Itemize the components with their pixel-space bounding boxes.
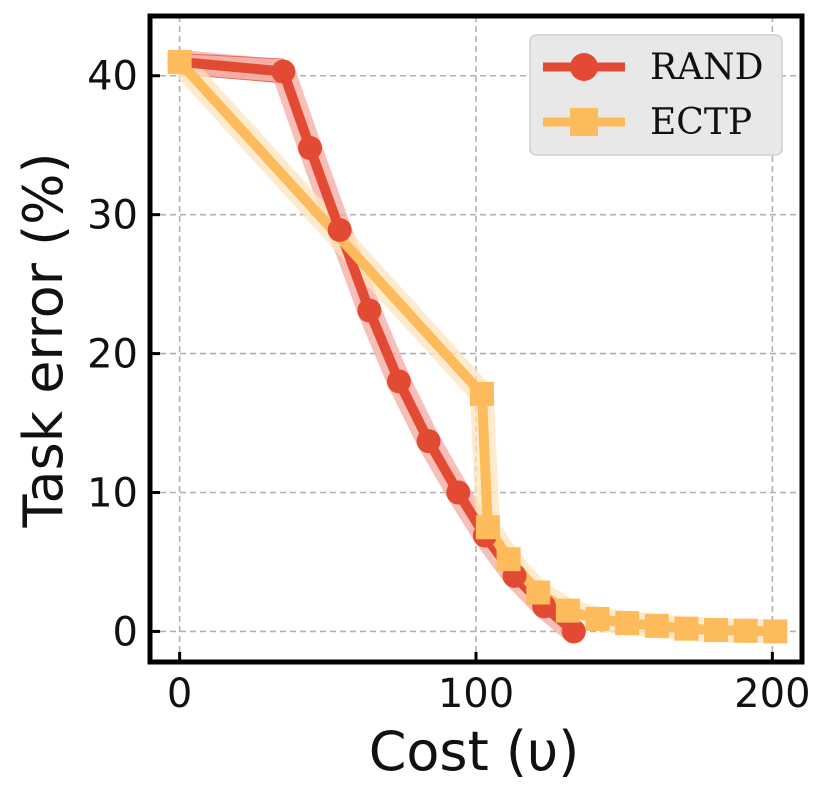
- y-tick-label: 20: [87, 332, 138, 378]
- x-tick-label: 100: [438, 671, 514, 717]
- rand-band: [167, 49, 586, 644]
- y-tick-label: 40: [87, 54, 138, 100]
- ectp-point: [555, 598, 580, 623]
- rand-point: [298, 135, 323, 160]
- rand-point: [561, 619, 586, 644]
- ectp-point: [475, 515, 500, 540]
- series-markers: [167, 49, 788, 644]
- y-axis-label: Task error (%): [12, 152, 75, 528]
- x-axis-label: Cost (υ): [369, 720, 580, 783]
- rand-point: [386, 369, 411, 394]
- legend-marker-ectp: [570, 108, 598, 136]
- axis-ticks: 0 100 200 0 10 20 30 40: [87, 54, 810, 717]
- rand-point: [271, 59, 296, 84]
- ectp-point: [526, 580, 551, 605]
- ectp-point: [496, 547, 521, 572]
- ectp-point: [585, 606, 610, 631]
- y-tick-label: 0: [113, 609, 138, 655]
- legend-label-rand: RAND: [650, 47, 763, 88]
- rand-point: [357, 298, 382, 323]
- rand-point: [446, 480, 471, 505]
- ectp-point: [704, 618, 729, 643]
- legend: RAND ECTP: [529, 34, 783, 156]
- rand-point: [416, 429, 441, 454]
- legend-label-ectp: ECTP: [650, 102, 752, 143]
- ectp-point: [469, 381, 494, 406]
- ectp-point: [167, 49, 192, 74]
- ectp-point: [674, 616, 699, 641]
- rand-point: [327, 217, 352, 242]
- ectp-point: [763, 619, 788, 644]
- legend-marker-rand: [570, 53, 598, 81]
- x-tick-label: 0: [167, 671, 192, 717]
- x-tick-label: 200: [734, 671, 810, 717]
- y-tick-label: 30: [87, 193, 138, 239]
- ectp-point: [733, 618, 758, 643]
- ectp-point: [644, 613, 669, 638]
- ectp-point: [615, 611, 640, 636]
- y-tick-label: 10: [87, 471, 138, 517]
